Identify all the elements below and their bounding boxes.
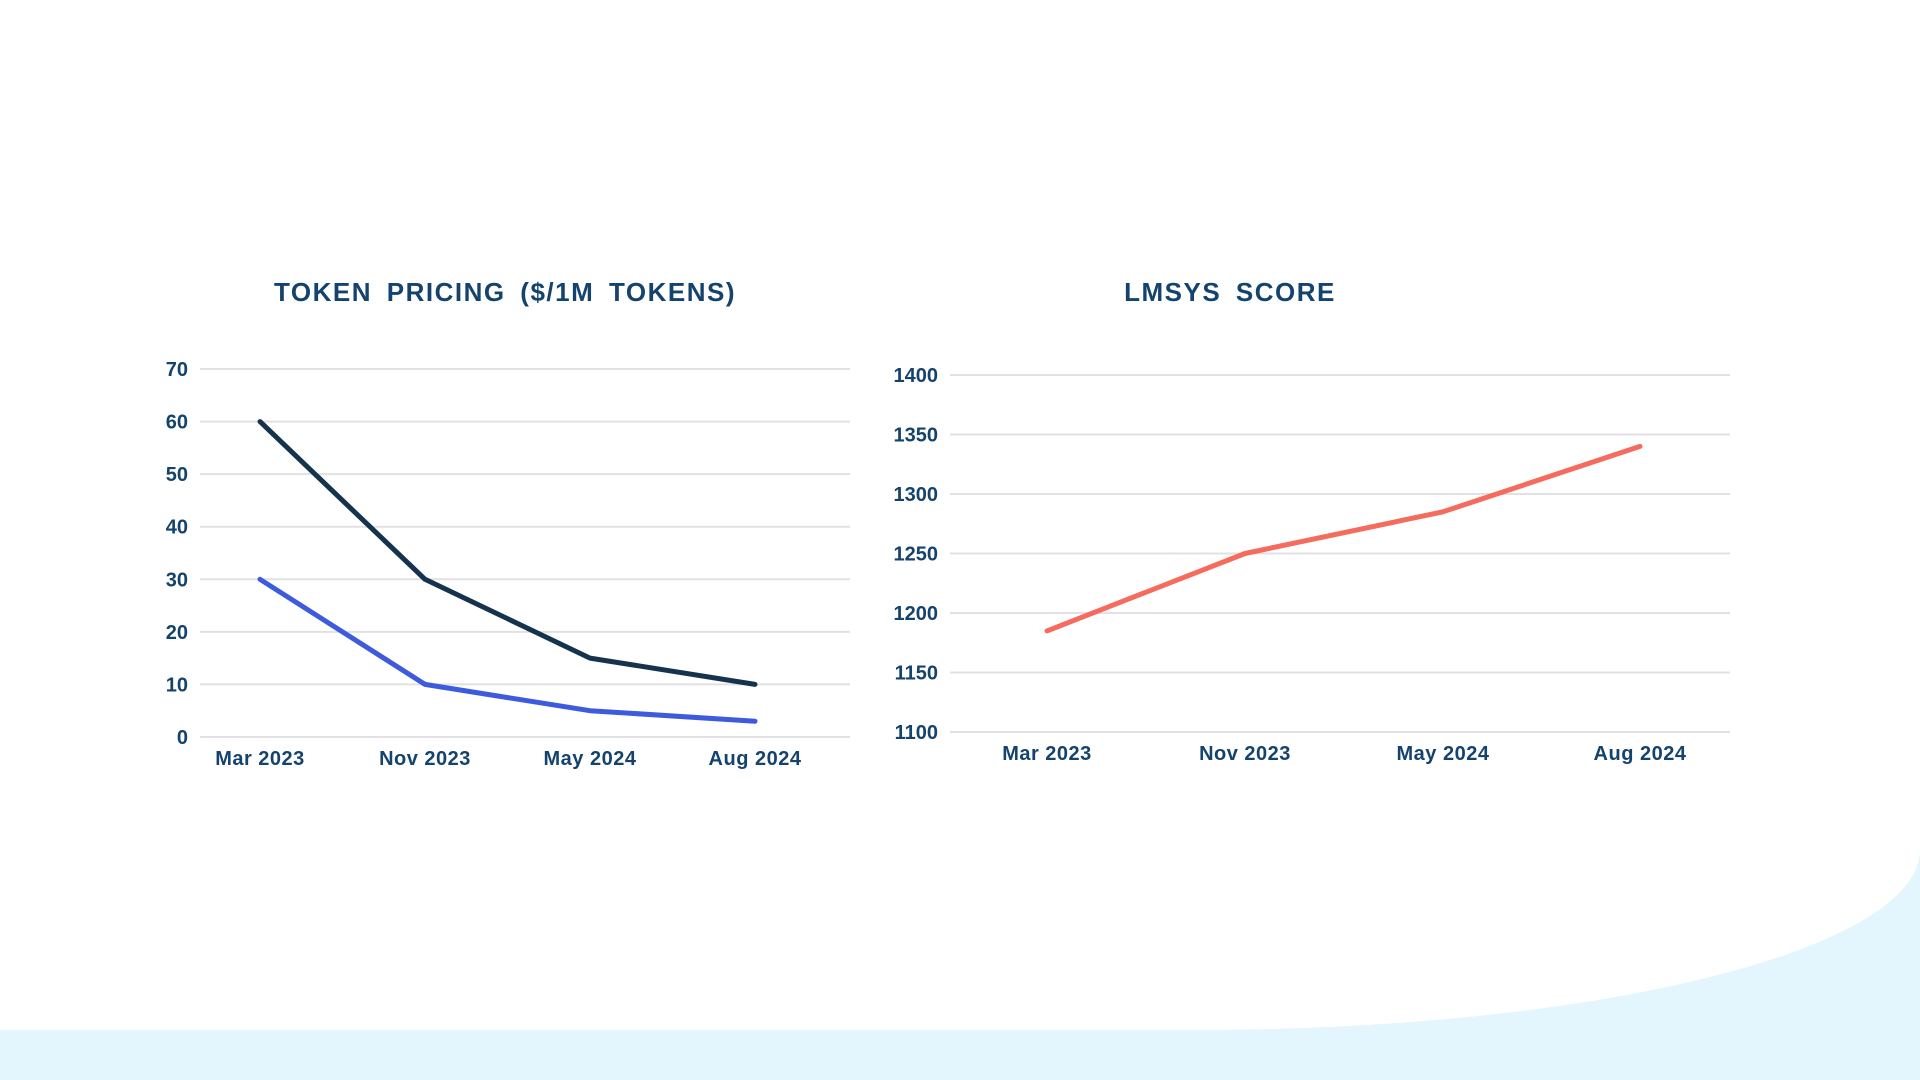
- y-tick-label: 40: [166, 517, 188, 539]
- decorative-wave-band: [0, 850, 1920, 1080]
- x-axis-label: Nov 2023: [1199, 743, 1291, 765]
- token-price-series-blue-line: [257, 576, 758, 724]
- y-tick-label: 1350: [894, 425, 939, 447]
- y-tick-label: 1150: [895, 663, 938, 685]
- lmsys-score-chart-title: LMSYS SCORE: [1124, 276, 1336, 307]
- x-axis-label: May 2024: [544, 748, 637, 770]
- y-tick-label: 1200: [894, 603, 939, 625]
- x-axis-label: Nov 2023: [379, 748, 471, 770]
- y-tick-label: 1100: [895, 722, 938, 744]
- y-tick-label: 20: [166, 622, 188, 644]
- y-tick-label: 1250: [894, 544, 939, 566]
- y-tick-label: 50: [166, 464, 188, 486]
- y-tick-label: 30: [166, 569, 188, 591]
- decorative-wave-curve: [0, 850, 1920, 1030]
- x-axis-label: May 2024: [1397, 743, 1490, 765]
- x-axis-label: Aug 2024: [1594, 743, 1687, 765]
- y-tick-label: 10: [166, 674, 188, 696]
- chart-svg: 1100 1150 1200 1250 1300 1350 1400 Mar 2023 Nov …: [894, 365, 1730, 765]
- x-axis-label: Mar 2023: [215, 748, 305, 770]
- chart-svg: 0 10 20 30 40 50 60 70 Mar 2023 Nov 2023 May 2024 A…: [166, 359, 850, 770]
- token-pricing-chart: 0 10 20 30 40 50 60 70 Mar 2023 Nov 2023 May 2024 A…: [140, 340, 870, 800]
- token-price-series-dark-line: [257, 419, 758, 687]
- x-axis-label: Aug 2024: [709, 748, 802, 770]
- x-axis-label: Mar 2023: [1002, 743, 1092, 765]
- y-tick-label: 1400: [894, 365, 939, 387]
- y-tick-label: 1300: [894, 484, 939, 506]
- lmsys-score-series-line: [1044, 443, 1643, 634]
- token-pricing-chart-title: TOKEN PRICING ($/1M TOKENS): [273, 276, 737, 307]
- lmsys-score-chart: 1100 1150 1200 1250 1300 1350 1400 Mar 2023 Nov …: [880, 340, 1760, 800]
- y-tick-label: 60: [166, 412, 188, 434]
- y-tick-label: 70: [166, 359, 188, 381]
- y-tick-label: 0: [177, 727, 188, 749]
